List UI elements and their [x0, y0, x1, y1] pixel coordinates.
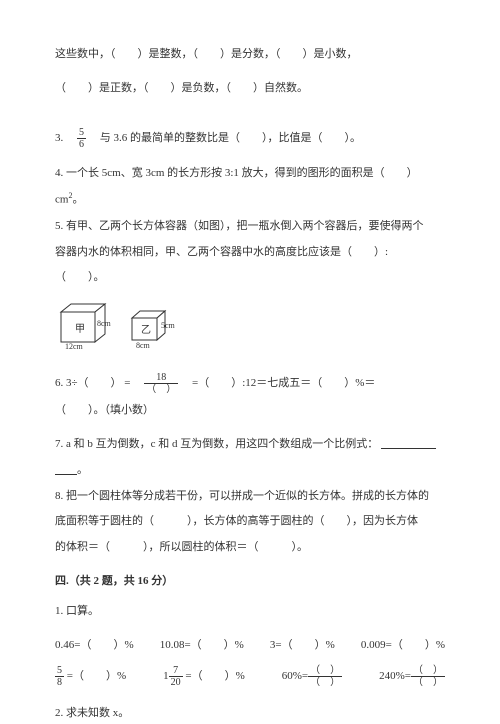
- q7b-text: 。: [77, 464, 88, 476]
- fraction-numerator: （ ）: [411, 665, 445, 677]
- box-yi-width: 8cm: [136, 341, 151, 350]
- q3-text: 与 3.6 的最简单的整数比是（ ），比值是（ ）。: [89, 132, 361, 144]
- box-yi: 乙 5cm 8cm: [127, 308, 179, 350]
- box-jia-width: 12cm: [65, 342, 84, 350]
- calc-item: 3=（ ）%: [270, 636, 335, 656]
- fraction-numerator: 5: [77, 127, 86, 139]
- question-calc-2: 2. 求未知数 x。: [55, 704, 445, 724]
- fraction-denominator: 8: [55, 677, 64, 688]
- question-7-line1: 7. a 和 b 互为倒数，c 和 d 互为倒数，用这四个数组成一个比例式：: [55, 435, 445, 455]
- fraction-denominator: （ ）: [308, 677, 342, 688]
- question-5-line1: 5. 有甲、乙两个长方体容器（如图），把一瓶水倒入两个容器后，要使得两个: [55, 217, 445, 237]
- question-6-line1: 6. 3÷（ ） = 18 （ ） =（ ）:12＝七成五＝（ ）%＝: [55, 372, 445, 395]
- calc-item: 10.08=（ ）%: [160, 636, 244, 656]
- fraction-7-20: 7 20: [169, 665, 183, 688]
- calc-row-1: 0.46=（ ）% 10.08=（ ）% 3=（ ）% 0.009=（ ）%: [55, 636, 445, 656]
- fraction-numerator: （ ）: [308, 665, 342, 677]
- q3-prefix: 3.: [55, 132, 74, 144]
- question-4-line1: 4. 一个长 5cm、宽 3cm 的长方形按 3:1 放大，得到的图形的面积是（…: [55, 164, 445, 184]
- calc-text: =（ ）%: [64, 670, 126, 682]
- fraction-5-8: 5 8: [55, 665, 64, 688]
- fraction-5-6: 5 6: [77, 127, 86, 150]
- q7-blank2: [55, 464, 77, 476]
- unit-squared: 2: [68, 191, 72, 200]
- q6b: =（ ）:12＝七成五＝（ ）%＝: [181, 377, 375, 389]
- calc-item: 240%= （ ） （ ）: [379, 665, 445, 688]
- question-3: 3. 5 6 与 3.6 的最简单的整数比是（ ），比值是（ ）。: [55, 127, 445, 150]
- question-5-line3: （ ）。: [55, 268, 445, 288]
- cuboid-jia-svg: 甲 8cm 12cm: [55, 302, 115, 350]
- question-8-line3: 的体积＝（ ），所以圆柱的体积＝（ ）。: [55, 538, 445, 558]
- box-yi-height: 5cm: [161, 321, 176, 330]
- fraction-denominator: （ ）: [411, 677, 445, 688]
- q6a: 6. 3÷（ ） =: [55, 377, 142, 389]
- calc-prefix: 60%=: [282, 670, 308, 682]
- question-6-line2: （ ）。（填小数）: [55, 401, 445, 421]
- container-diagram: 甲 8cm 12cm 乙 5cm 8cm: [55, 302, 445, 350]
- calc-item: 5 8 =（ ）%: [55, 665, 126, 688]
- calc-item: 0.46=（ ）%: [55, 636, 134, 656]
- box-yi-label: 乙: [141, 324, 151, 336]
- fraction-denominator: （ ）: [144, 384, 178, 395]
- question-2-line2: （ ）是正数，（ ）是负数，（ ）自然数。: [55, 79, 445, 99]
- calc-item: 1 7 20 =（ ）%: [163, 665, 245, 688]
- question-calc-1: 1. 口算。: [55, 602, 445, 622]
- q7-blank: [381, 438, 436, 450]
- box-jia: 甲 8cm 12cm: [55, 302, 115, 350]
- calc-item: 60%= （ ） （ ）: [282, 665, 342, 688]
- fraction-denominator: 6: [77, 139, 86, 150]
- fraction-numerator: 18: [144, 372, 178, 384]
- question-4-line2: cm2。: [55, 189, 445, 210]
- question-2-line1: 这些数中，（ ）是整数，（ ）是分数，（ ）是小数，: [55, 45, 445, 65]
- box-jia-height: 8cm: [97, 319, 112, 328]
- question-8-line2: 底面积等于圆柱的（ ），长方体的高等于圆柱的（ ），因为长方体: [55, 512, 445, 532]
- calc-prefix: 240%=: [379, 670, 411, 682]
- fraction-numerator: 5: [55, 665, 64, 677]
- box-jia-label: 甲: [75, 324, 85, 335]
- unit-cm: cm: [55, 194, 68, 206]
- cuboid-yi-svg: 乙 5cm 8cm: [127, 308, 179, 350]
- calc-row-2: 5 8 =（ ）% 1 7 20 =（ ）% 60%= （ ） （ ） 240%…: [55, 665, 445, 688]
- section-4-title: 四.（共 2 题，共 16 分）: [55, 572, 445, 592]
- calc-item: 0.009=（ ）%: [361, 636, 445, 656]
- calc-text: =（ ）%: [183, 670, 245, 682]
- question-5-line2: 容器内水的体积相同，甲、乙两个容器中水的高度比应该是（ ）:: [55, 243, 445, 263]
- fraction-blank: （ ） （ ）: [411, 665, 445, 688]
- question-8-line1: 8. 把一个圆柱体等分成若干份，可以拼成一个近似的长方体。拼成的长方体的: [55, 487, 445, 507]
- fraction-numerator: 7: [169, 665, 183, 677]
- question-7-line2: 。: [55, 461, 445, 481]
- fraction-denominator: 20: [169, 677, 183, 688]
- fraction-18-blank: 18 （ ）: [144, 372, 178, 395]
- q7a-text: 7. a 和 b 互为倒数，c 和 d 互为倒数，用这四个数组成一个比例式：: [55, 438, 378, 450]
- fraction-blank: （ ） （ ）: [308, 665, 342, 688]
